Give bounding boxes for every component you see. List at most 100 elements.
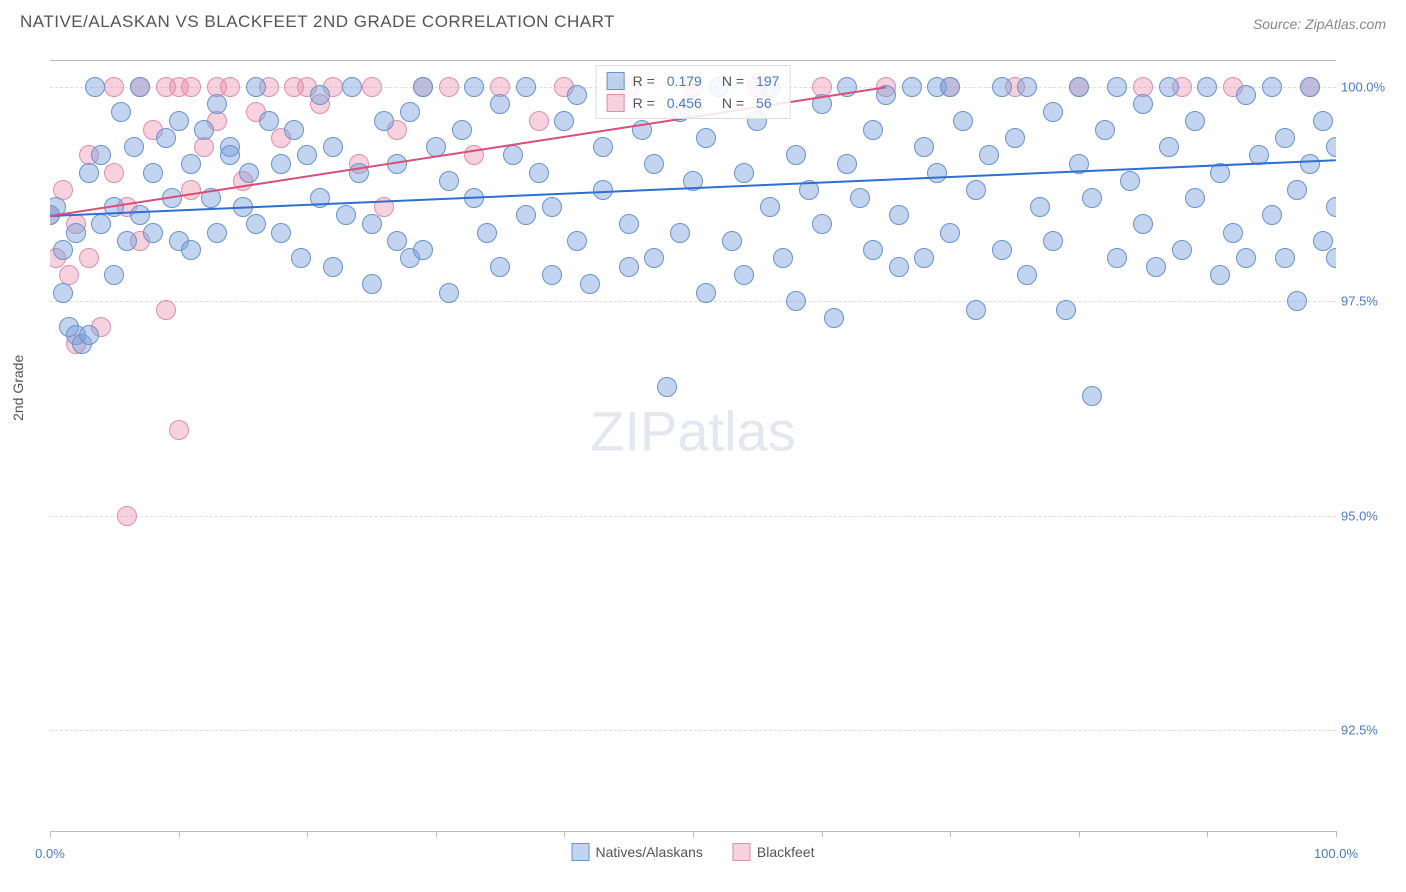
y-tick-label: 97.5% bbox=[1341, 294, 1396, 309]
data-point bbox=[966, 180, 986, 200]
legend-label: Natives/Alaskans bbox=[596, 844, 703, 860]
grid-line bbox=[50, 516, 1336, 517]
chart-title: NATIVE/ALASKAN VS BLACKFEET 2ND GRADE CO… bbox=[20, 12, 615, 32]
data-point bbox=[1262, 205, 1282, 225]
legend-item: Natives/Alaskans bbox=[572, 843, 703, 861]
data-point bbox=[1082, 188, 1102, 208]
data-point bbox=[220, 77, 240, 97]
data-point bbox=[291, 248, 311, 268]
data-point bbox=[1300, 77, 1320, 97]
data-point bbox=[696, 283, 716, 303]
data-point bbox=[117, 231, 137, 251]
data-point bbox=[91, 214, 111, 234]
data-point bbox=[439, 77, 459, 97]
data-point bbox=[284, 120, 304, 140]
data-point bbox=[130, 77, 150, 97]
data-point bbox=[117, 506, 137, 526]
data-point bbox=[323, 137, 343, 157]
data-point bbox=[1326, 197, 1336, 217]
data-point bbox=[374, 111, 394, 131]
data-point bbox=[1030, 197, 1050, 217]
data-point bbox=[79, 325, 99, 345]
data-point bbox=[271, 223, 291, 243]
data-point bbox=[1326, 137, 1336, 157]
n-value: 56 bbox=[756, 95, 772, 111]
data-point bbox=[1210, 265, 1230, 285]
data-point bbox=[992, 77, 1012, 97]
data-point bbox=[181, 154, 201, 174]
data-point bbox=[53, 240, 73, 260]
data-point bbox=[53, 283, 73, 303]
data-point bbox=[1133, 94, 1153, 114]
data-point bbox=[66, 223, 86, 243]
data-point bbox=[1159, 77, 1179, 97]
legend-swatch bbox=[572, 843, 590, 861]
data-point bbox=[111, 102, 131, 122]
chart-container: ZIPatlas R =0.179N =197R =0.456N =56 Nat… bbox=[50, 60, 1336, 832]
data-point bbox=[1197, 77, 1217, 97]
data-point bbox=[1107, 77, 1127, 97]
data-point bbox=[169, 420, 189, 440]
y-tick-label: 92.5% bbox=[1341, 723, 1396, 738]
data-point bbox=[1107, 248, 1127, 268]
data-point bbox=[181, 180, 201, 200]
data-point bbox=[1236, 248, 1256, 268]
data-point bbox=[246, 214, 266, 234]
data-point bbox=[1326, 248, 1336, 268]
y-axis-title: 2nd Grade bbox=[10, 355, 26, 421]
data-point bbox=[734, 265, 754, 285]
data-point bbox=[1172, 240, 1192, 260]
data-point bbox=[567, 85, 587, 105]
data-point bbox=[734, 163, 754, 183]
data-point bbox=[554, 111, 574, 131]
data-point bbox=[567, 231, 587, 251]
x-tick bbox=[1079, 831, 1080, 837]
x-tick bbox=[693, 831, 694, 837]
data-point bbox=[1236, 85, 1256, 105]
data-point bbox=[786, 291, 806, 311]
data-point bbox=[773, 248, 793, 268]
data-point bbox=[439, 283, 459, 303]
data-point bbox=[362, 77, 382, 97]
data-point bbox=[1275, 248, 1295, 268]
data-point bbox=[104, 163, 124, 183]
data-point bbox=[156, 300, 176, 320]
x-tick bbox=[564, 831, 565, 837]
data-point bbox=[850, 188, 870, 208]
x-tick bbox=[307, 831, 308, 837]
x-tick-label: 0.0% bbox=[35, 846, 65, 861]
data-point bbox=[104, 77, 124, 97]
data-point bbox=[696, 128, 716, 148]
n-value: 197 bbox=[756, 73, 779, 89]
x-tick-label: 100.0% bbox=[1314, 846, 1358, 861]
data-point bbox=[966, 300, 986, 320]
data-point bbox=[1159, 137, 1179, 157]
data-point bbox=[194, 120, 214, 140]
stats-legend-row: R =0.179N =197 bbox=[607, 70, 780, 92]
data-point bbox=[902, 77, 922, 97]
data-point bbox=[593, 180, 613, 200]
data-point bbox=[220, 145, 240, 165]
legend-swatch bbox=[733, 843, 751, 861]
data-point bbox=[85, 77, 105, 97]
data-point bbox=[1300, 154, 1320, 174]
n-label: N = bbox=[722, 95, 744, 111]
data-point bbox=[529, 111, 549, 131]
data-point bbox=[1056, 300, 1076, 320]
data-point bbox=[1185, 188, 1205, 208]
data-point bbox=[914, 248, 934, 268]
stats-legend-box: R =0.179N =197R =0.456N =56 bbox=[596, 65, 791, 119]
data-point bbox=[889, 205, 909, 225]
x-tick bbox=[436, 831, 437, 837]
data-point bbox=[1275, 128, 1295, 148]
data-point bbox=[400, 102, 420, 122]
data-point bbox=[503, 145, 523, 165]
data-point bbox=[593, 137, 613, 157]
r-value: 0.179 bbox=[667, 73, 702, 89]
data-point bbox=[529, 163, 549, 183]
data-point bbox=[1223, 223, 1243, 243]
data-point bbox=[619, 257, 639, 277]
x-tick bbox=[1336, 831, 1337, 837]
data-point bbox=[979, 145, 999, 165]
data-point bbox=[169, 111, 189, 131]
